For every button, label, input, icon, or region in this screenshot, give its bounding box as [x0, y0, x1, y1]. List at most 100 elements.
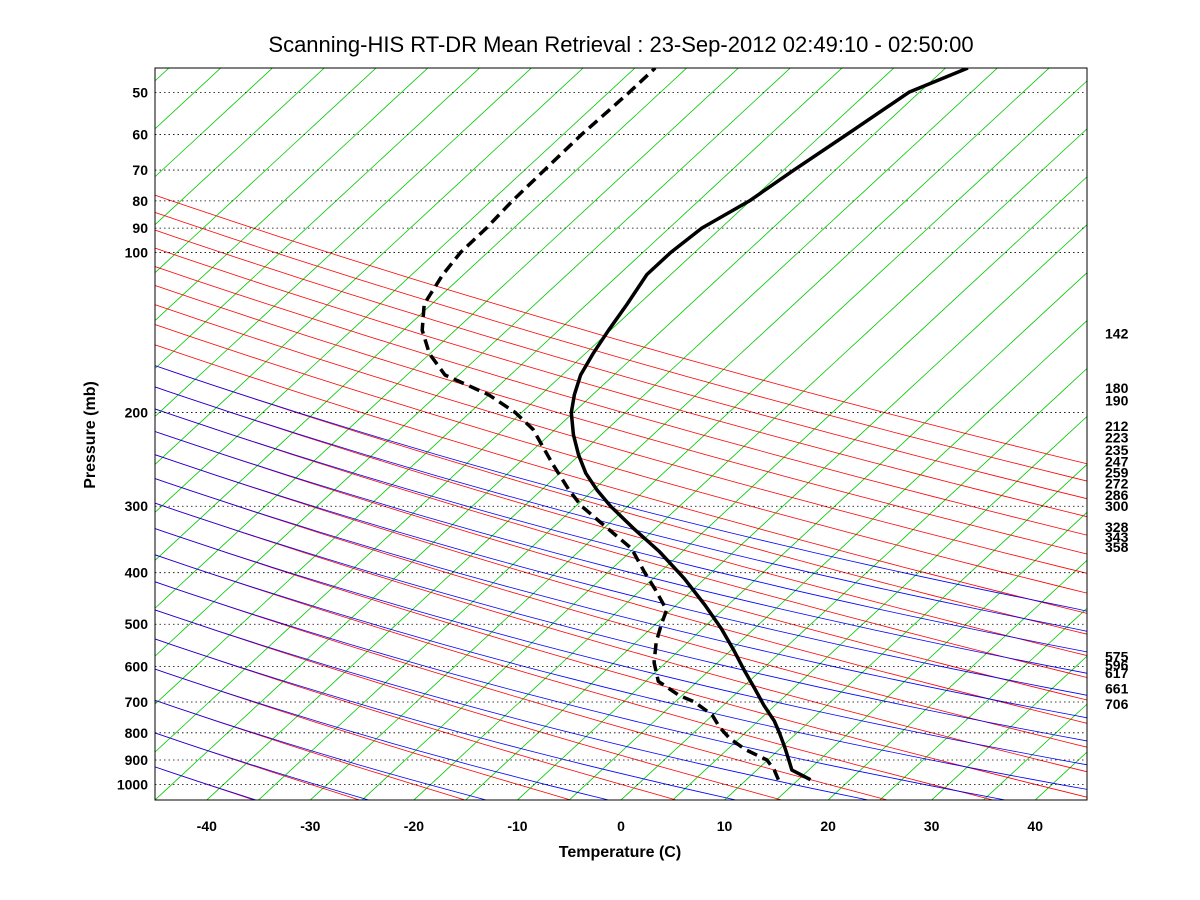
moist-adiabat-line — [155, 609, 871, 800]
dry-adiabat-line — [155, 386, 1087, 656]
x-axis-label: Temperature (C) — [559, 844, 681, 861]
right-level-label: 235 — [1105, 442, 1129, 458]
isotherm-line — [465, 224, 1087, 800]
dry-adiabat-line — [155, 766, 256, 800]
dry-adiabat-line — [155, 609, 784, 800]
dry-adiabat-line — [155, 408, 1087, 678]
right-level-label: 247 — [1105, 453, 1129, 469]
moist-adiabat-line — [155, 528, 1087, 766]
right-level-label: 142 — [1105, 325, 1129, 341]
right-level-label: 212 — [1105, 418, 1129, 434]
x-tick-label: 0 — [617, 818, 625, 834]
moist-adiabat-line — [155, 502, 1087, 742]
isotherm-line — [155, 68, 429, 322]
isotherm-line — [155, 68, 584, 465]
dewpoint-profile-line — [420, 68, 781, 781]
isotherm-line — [931, 655, 1087, 800]
isotherm-line — [155, 68, 947, 800]
y-tick-label: 60 — [132, 126, 148, 142]
right-level-label: 575 — [1105, 649, 1129, 665]
y-tick-label: 300 — [125, 498, 149, 514]
dry-adiabat-line — [155, 324, 1087, 594]
isotherm-line — [982, 703, 1087, 800]
dry-adiabat-line — [155, 247, 1087, 518]
right-level-label: 358 — [1105, 539, 1129, 555]
isotherm-line — [155, 68, 274, 178]
moist-adiabat-line — [155, 365, 1087, 612]
dry-adiabat-line — [155, 478, 1087, 748]
adiabat-isotherm-lines — [0, 41, 1200, 807]
isotherm-line — [1086, 799, 1087, 800]
isotherm-line — [879, 607, 1087, 800]
y-tick-label: 80 — [132, 193, 148, 209]
right-level-label: 223 — [1105, 430, 1129, 446]
moist-adiabat-line — [155, 699, 488, 800]
x-tick-label: -40 — [197, 818, 217, 834]
moist-adiabat-line — [155, 638, 738, 800]
isotherm-line — [775, 511, 1087, 800]
x-tick-label: -10 — [507, 818, 527, 834]
isotherm-line — [0, 41, 147, 807]
moist-adiabat-line — [155, 766, 258, 800]
right-level-label: 596 — [1105, 657, 1129, 673]
isotherm-line — [0, 41, 95, 807]
moist-adiabat-line — [155, 554, 1087, 790]
x-axis-ticks: -40 -30 -20 -10 0 10 20 30 40 — [197, 818, 1044, 834]
y-tick-label: 400 — [125, 565, 149, 581]
isotherm-line — [155, 68, 843, 705]
x-tick-label: 30 — [924, 818, 940, 834]
y-tick-label: 100 — [125, 244, 149, 260]
x-tick-label: 40 — [1027, 818, 1043, 834]
dry-adiabat-line — [155, 212, 1087, 482]
pressure-gridlines — [155, 91, 1087, 785]
isotherm-line — [155, 68, 377, 274]
y-tick-label: 200 — [125, 405, 149, 421]
dry-adiabat-line — [155, 285, 1087, 555]
y-tick-label: 70 — [132, 162, 148, 178]
isotherm-line — [516, 272, 1087, 800]
right-level-label: 300 — [1105, 498, 1129, 514]
y-axis-label: Pressure (mb) — [82, 381, 99, 489]
isotherm-line — [257, 68, 1050, 800]
dry-adiabat-line — [155, 304, 1087, 574]
isotherm-line — [155, 68, 481, 370]
isotherm-line — [361, 128, 1087, 800]
isotherm-line — [155, 68, 688, 561]
dry-adiabat-line — [155, 638, 678, 800]
isotherm-line — [155, 68, 895, 753]
isotherm-line — [1132, 41, 1200, 807]
x-tick-label: -30 — [300, 818, 320, 834]
moist-adiabat-line — [155, 581, 1008, 800]
dry-adiabat-line — [155, 454, 1087, 724]
x-tick-label: -20 — [404, 818, 424, 834]
plot-frame — [154, 67, 1088, 801]
right-level-label: 272 — [1105, 476, 1129, 492]
y-tick-label: 800 — [125, 725, 149, 741]
isotherm-line — [413, 176, 1087, 800]
y-tick-label: 90 — [132, 220, 148, 236]
right-level-label: 328 — [1105, 519, 1129, 535]
moist-adiabat-line — [0, 47, 61, 807]
isotherm-line — [206, 68, 998, 800]
y-axis-ticks: 50 60 70 80 90 100 200 300 400 500 600 700 800 900 100… — [117, 84, 148, 792]
y-tick-label: 700 — [125, 694, 149, 710]
isotherm-line — [1034, 751, 1087, 800]
moist-adiabat-line — [155, 386, 1087, 632]
isotherm-line — [155, 68, 636, 513]
right-level-label: 706 — [1105, 696, 1129, 712]
dry-adiabat-line — [155, 502, 1087, 773]
x-tick-label: 10 — [717, 818, 733, 834]
dry-adiabat-line — [155, 699, 467, 800]
dry-adiabat-line — [155, 344, 1087, 614]
dry-adiabat-line — [0, 47, 61, 807]
isotherm-line — [0, 41, 43, 807]
y-tick-label: 1000 — [117, 776, 148, 792]
sounding-profiles — [420, 68, 969, 782]
dry-adiabat-line — [155, 365, 1087, 635]
moist-adiabat-line — [155, 408, 1087, 653]
isotherm-line — [309, 80, 1087, 800]
right-level-label: 343 — [1105, 529, 1129, 545]
isotherm-line — [155, 68, 791, 657]
y-tick-label: 50 — [132, 84, 148, 100]
